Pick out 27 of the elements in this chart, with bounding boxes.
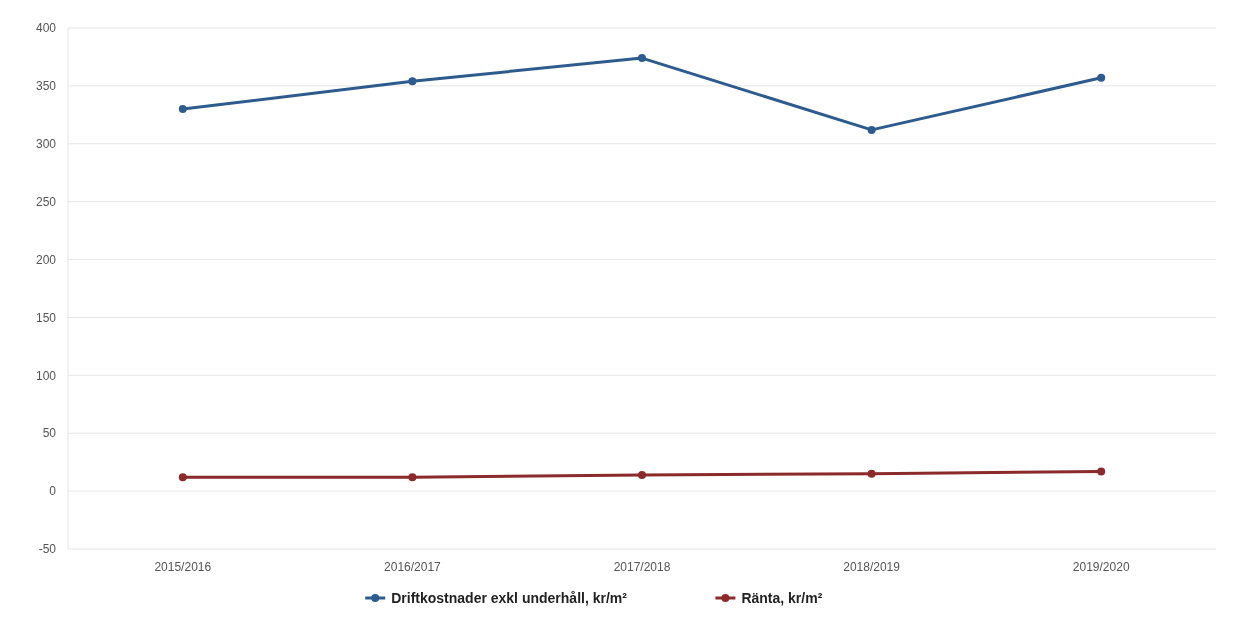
x-tick-label: 2017/2018: [613, 560, 671, 574]
point: [408, 77, 417, 86]
y-tick-label: 350: [35, 79, 57, 94]
y-tick-label: 0: [49, 484, 57, 499]
point: [408, 473, 417, 482]
y-tick-label: 150: [35, 310, 57, 325]
point: [867, 469, 876, 478]
x-tick-label: 2019/2020: [1072, 560, 1130, 574]
y-tick-label: 200: [35, 252, 57, 267]
y-tick-label: 250: [35, 194, 57, 209]
point: [1097, 73, 1106, 82]
x-tick-label: 2016/2017: [384, 560, 442, 574]
point: [1097, 467, 1106, 476]
y-tick-label: 100: [35, 368, 57, 383]
point: [638, 470, 646, 479]
point: [638, 54, 646, 63]
y-tick-label: 300: [35, 136, 57, 151]
x-tick-label: 2015/2016: [154, 560, 212, 574]
y-tick-label: 400: [35, 21, 57, 36]
legend-label: Ränta, kr/m²: [741, 589, 823, 606]
y-tick-label: -50: [38, 542, 57, 557]
point: [178, 105, 187, 114]
y-tick-label: 50: [42, 426, 57, 441]
legend-label: Driftkostnader exkl underhåll, kr/m²: [391, 589, 628, 606]
point: [178, 473, 187, 482]
x-tick-label: 2018/2019: [843, 560, 901, 574]
point: [867, 125, 876, 134]
